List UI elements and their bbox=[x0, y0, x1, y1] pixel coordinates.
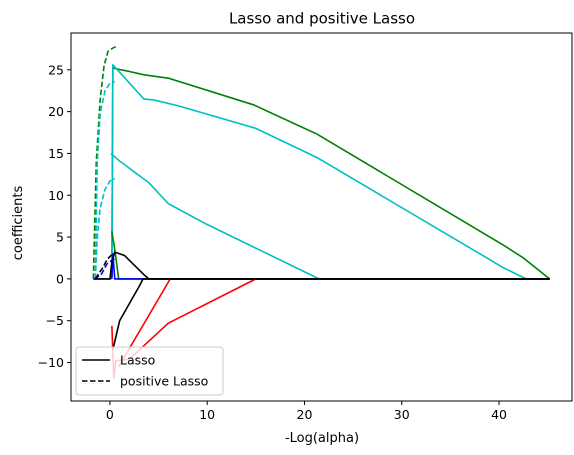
y-tick-label: 25 bbox=[48, 62, 64, 77]
x-tick-label: 40 bbox=[491, 407, 507, 422]
y-axis-ticks: −10 −5 0 5 10 15 20 25 bbox=[38, 62, 71, 370]
plot-area bbox=[92, 45, 551, 380]
x-axis-title: -Log(alpha) bbox=[285, 431, 359, 446]
lasso-coefficient-path-0 bbox=[93, 67, 551, 280]
series-layer bbox=[92, 45, 551, 380]
x-axis-ticks: 0 10 20 30 40 bbox=[106, 401, 507, 422]
positive-lasso-coefficient-path-9 bbox=[92, 45, 118, 279]
lasso-coefficient-path-2 bbox=[110, 152, 550, 280]
y-tick-label: 5 bbox=[56, 230, 64, 245]
lasso-coefficient-path-7 bbox=[112, 278, 550, 351]
y-tick-label: 20 bbox=[48, 104, 64, 119]
positive-lasso-coefficient-path-11 bbox=[94, 177, 116, 279]
chart-title: Lasso and positive Lasso bbox=[229, 10, 415, 28]
x-tick-label: 30 bbox=[394, 407, 410, 422]
y-tick-label: 15 bbox=[48, 146, 64, 161]
legend-box bbox=[75, 346, 224, 396]
legend: Lasso positive Lasso bbox=[75, 346, 224, 396]
y-tick-label: 10 bbox=[48, 188, 64, 203]
x-tick-label: 0 bbox=[106, 407, 114, 422]
positive-lasso-coefficient-path-13 bbox=[94, 252, 116, 280]
legend-label-lasso: Lasso bbox=[120, 353, 155, 368]
y-tick-label: −10 bbox=[38, 355, 64, 370]
positive-lasso-coefficient-path-10 bbox=[94, 80, 116, 279]
y-tick-label: −5 bbox=[46, 313, 64, 328]
lasso-coefficient-path-5 bbox=[111, 231, 550, 280]
lasso-coefficient-path-8 bbox=[93, 251, 550, 280]
positive-lasso-coefficient-path-12 bbox=[93, 258, 116, 280]
lasso-coefficient-path-6 bbox=[111, 253, 550, 280]
x-tick-label: 20 bbox=[297, 407, 313, 422]
plot-frame bbox=[70, 32, 573, 402]
lasso-coefficient-path-1 bbox=[93, 63, 527, 280]
x-tick-label: 10 bbox=[199, 407, 215, 422]
y-axis-title: coefficients bbox=[11, 186, 26, 261]
legend-label-positive-lasso: positive Lasso bbox=[120, 374, 208, 389]
y-tick-label: 0 bbox=[56, 271, 64, 286]
